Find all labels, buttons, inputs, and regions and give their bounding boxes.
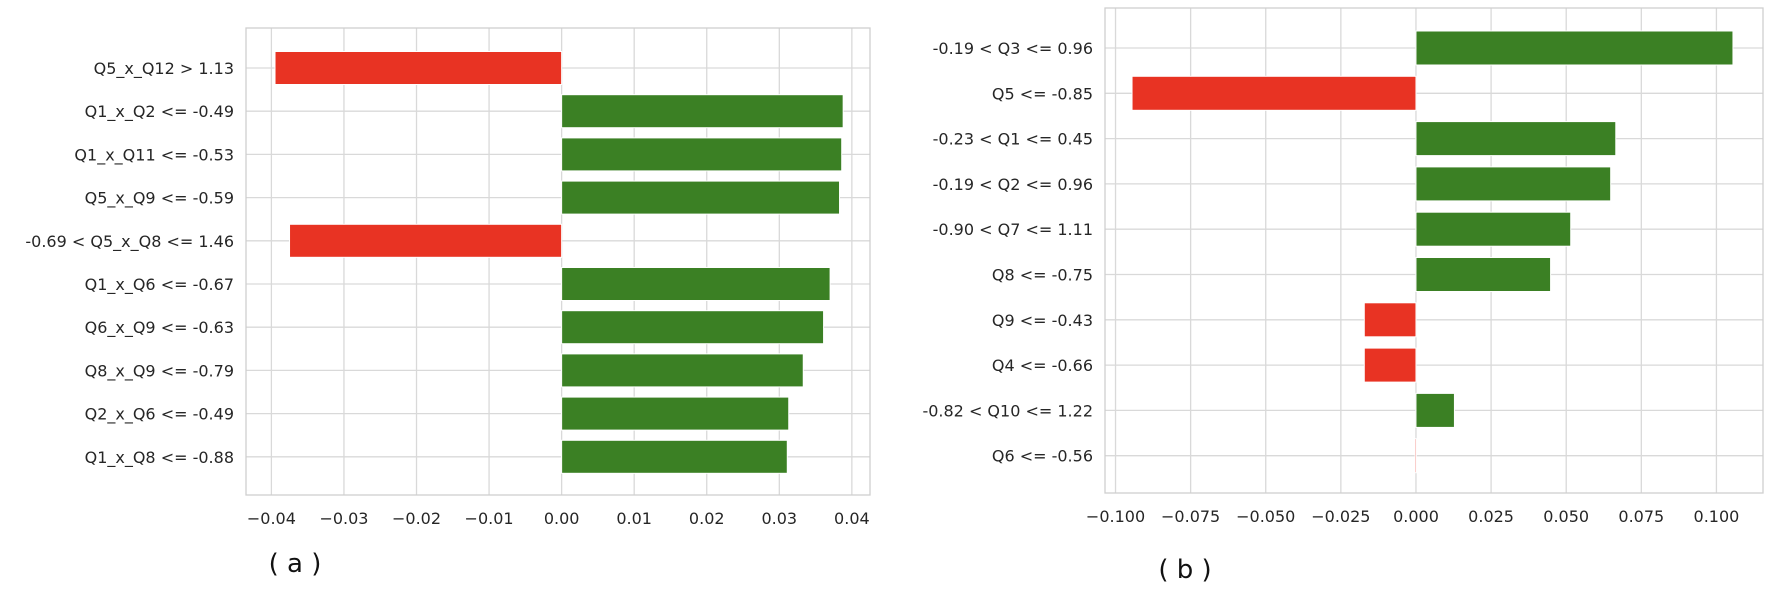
bar-a-0 <box>274 51 563 85</box>
bar-b-3 <box>1415 166 1612 202</box>
y-tick-label-b-2: -0.23 < Q1 <= 0.45 <box>933 130 1093 149</box>
x-tick-label-b-2: −0.050 <box>1236 507 1295 526</box>
bar-b-5 <box>1415 257 1552 292</box>
x-tick-label-b-7: 0.075 <box>1618 507 1664 526</box>
x-tick-label-a-1: −0.03 <box>319 509 368 528</box>
bar-a-2 <box>561 137 843 172</box>
y-tick-label-b-7: Q4 <= -0.66 <box>992 356 1093 375</box>
y-tick-label-a-9: Q1_x_Q8 <= -0.88 <box>85 448 234 468</box>
y-tick-label-b-8: -0.82 < Q10 <= 1.22 <box>922 401 1093 420</box>
bar-a-9 <box>561 439 788 474</box>
y-tick-label-a-1: Q1_x_Q2 <= -0.49 <box>85 102 234 122</box>
x-tick-label-a-0: −0.04 <box>247 509 296 528</box>
x-tick-label-a-6: 0.02 <box>689 509 725 528</box>
x-tick-label-b-1: −0.075 <box>1161 507 1220 526</box>
x-tick-label-b-8: 0.100 <box>1694 507 1740 526</box>
chart-a: Q5_x_Q12 > 1.13 Q1_x_Q2 <= -0.49 Q1_x_Q11 … <box>25 27 871 528</box>
x-tick-label-b-0: −0.100 <box>1086 507 1145 526</box>
y-tick-label-b-3: -0.19 < Q2 <= 0.96 <box>933 175 1093 194</box>
bar-a-7 <box>561 353 804 388</box>
x-tick-label-a-7: 0.03 <box>761 509 797 528</box>
bar-a-3 <box>561 180 841 215</box>
y-tick-label-a-5: Q1_x_Q6 <= -0.67 <box>85 275 234 295</box>
y-tick-label-b-9: Q6 <= -0.56 <box>992 447 1093 466</box>
bar-b-6 <box>1363 302 1417 338</box>
bar-b-2 <box>1415 121 1617 157</box>
y-tick-label-a-0: Q5_x_Q12 > 1.13 <box>94 59 234 79</box>
bar-b-8 <box>1415 392 1455 428</box>
x-tick-label-a-4: 0.00 <box>544 509 580 528</box>
bar-a-4 <box>289 223 563 258</box>
y-tick-label-b-4: -0.90 < Q7 <= 1.11 <box>933 220 1093 239</box>
y-tick-label-a-2: Q1_x_Q11 <= -0.53 <box>74 145 234 165</box>
bar-b-9 <box>1414 438 1417 474</box>
bar-b-7 <box>1363 347 1417 383</box>
y-tick-label-b-0: -0.19 < Q3 <= 0.96 <box>933 39 1093 58</box>
y-tick-label-b-5: Q8 <= -0.75 <box>992 266 1093 285</box>
y-tick-label-a-3: Q5_x_Q9 <= -0.59 <box>85 189 234 209</box>
bar-a-1 <box>561 94 844 129</box>
plot-frame-b <box>1104 7 1764 494</box>
y-tick-label-a-8: Q2_x_Q6 <= -0.49 <box>85 405 234 425</box>
y-tick-label-a-6: Q6_x_Q9 <= -0.63 <box>85 318 234 338</box>
x-tick-label-a-8: 0.04 <box>834 509 870 528</box>
x-tick-label-b-6: 0.050 <box>1543 507 1589 526</box>
x-tick-label-b-4: 0.000 <box>1393 507 1439 526</box>
chart-b: -0.19 < Q3 <= 0.96 Q5 <= -0.85 -0.23 < Q1 … <box>922 7 1764 526</box>
x-tick-label-a-2: −0.02 <box>392 509 441 528</box>
caption-b: ( b ) <box>1158 555 1211 585</box>
x-tick-label-b-5: 0.025 <box>1468 507 1514 526</box>
x-tick-label-a-3: −0.01 <box>465 509 514 528</box>
caption-a: ( a ) <box>269 549 322 579</box>
x-tick-label-b-3: −0.025 <box>1311 507 1370 526</box>
y-tick-label-b-6: Q9 <= -0.43 <box>992 311 1093 330</box>
bar-a-5 <box>561 267 831 301</box>
y-tick-label-b-1: Q5 <= -0.85 <box>992 84 1093 103</box>
y-tick-label-a-4: -0.69 < Q5_x_Q8 <= 1.46 <box>25 232 234 252</box>
bar-a-6 <box>561 310 825 345</box>
bar-b-0 <box>1415 30 1734 66</box>
bar-a-8 <box>561 396 790 431</box>
bar-b-4 <box>1415 211 1572 247</box>
bar-b-1 <box>1131 75 1417 111</box>
plot-frame-a <box>245 27 871 496</box>
y-tick-label-a-7: Q8_x_Q9 <= -0.79 <box>85 361 234 381</box>
x-tick-label-a-5: 0.01 <box>616 509 652 528</box>
